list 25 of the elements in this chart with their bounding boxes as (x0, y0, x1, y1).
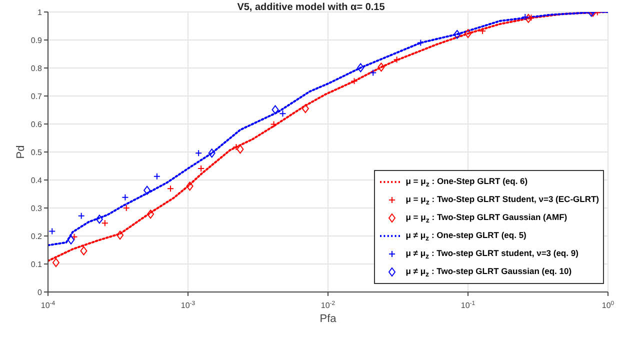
y-tick-label: 0 (38, 288, 43, 297)
y-tick-label: 0.3 (30, 204, 43, 213)
y-tick-label: 0.2 (30, 232, 43, 241)
x-tick-label: 10$^{0}$ (602, 300, 615, 310)
y-axis-title: Pd (14, 145, 27, 159)
chart-title: V5, additive model with α= 0.15 (237, 2, 385, 13)
y-tick-label: 0.7 (30, 92, 43, 101)
legend-label: μ = μ$_{z}$ : One-Step GLRT (eq. 6) (406, 176, 528, 188)
x-tick-label: 10$^{-4}$ (40, 300, 56, 310)
y-tick-label: 1 (38, 8, 43, 17)
x-tick-label: 10$^{-1}$ (460, 300, 476, 310)
x-tick-label: 10$^{-2}$ (320, 300, 336, 310)
y-tick-label: 0.8 (30, 64, 43, 73)
y-tick-label: 0.6 (30, 120, 43, 129)
legend-label: μ = μ$_{z}$ : Two-Step GLRT Gaussian (AMF) (406, 212, 568, 224)
y-tick-label: 0.9 (30, 36, 43, 45)
legend-label: μ ≠ μ$_{z}$ : One-step GLRT (eq. 5) (406, 230, 526, 242)
y-tick-label: 0.5 (30, 148, 43, 157)
legend-label: μ ≠ μ$_{z}$ : Two-step GLRT Gaussian (eq. 10) (406, 266, 572, 278)
x-tick-label: 10$^{-3}$ (180, 300, 196, 310)
y-tick-label: 0.1 (30, 260, 43, 269)
legend-label: μ ≠ μ$_{z}$ : Two-step GLRT student, ν=3 (eq. 9) (406, 248, 578, 260)
y-tick-label: 0.4 (30, 176, 43, 185)
legend-label: μ = μ$_{z}$ : Two-Step GLRT Student, ν=3 (EC-GLRT) (406, 194, 599, 206)
x-axis-title: Pfa (320, 313, 338, 325)
